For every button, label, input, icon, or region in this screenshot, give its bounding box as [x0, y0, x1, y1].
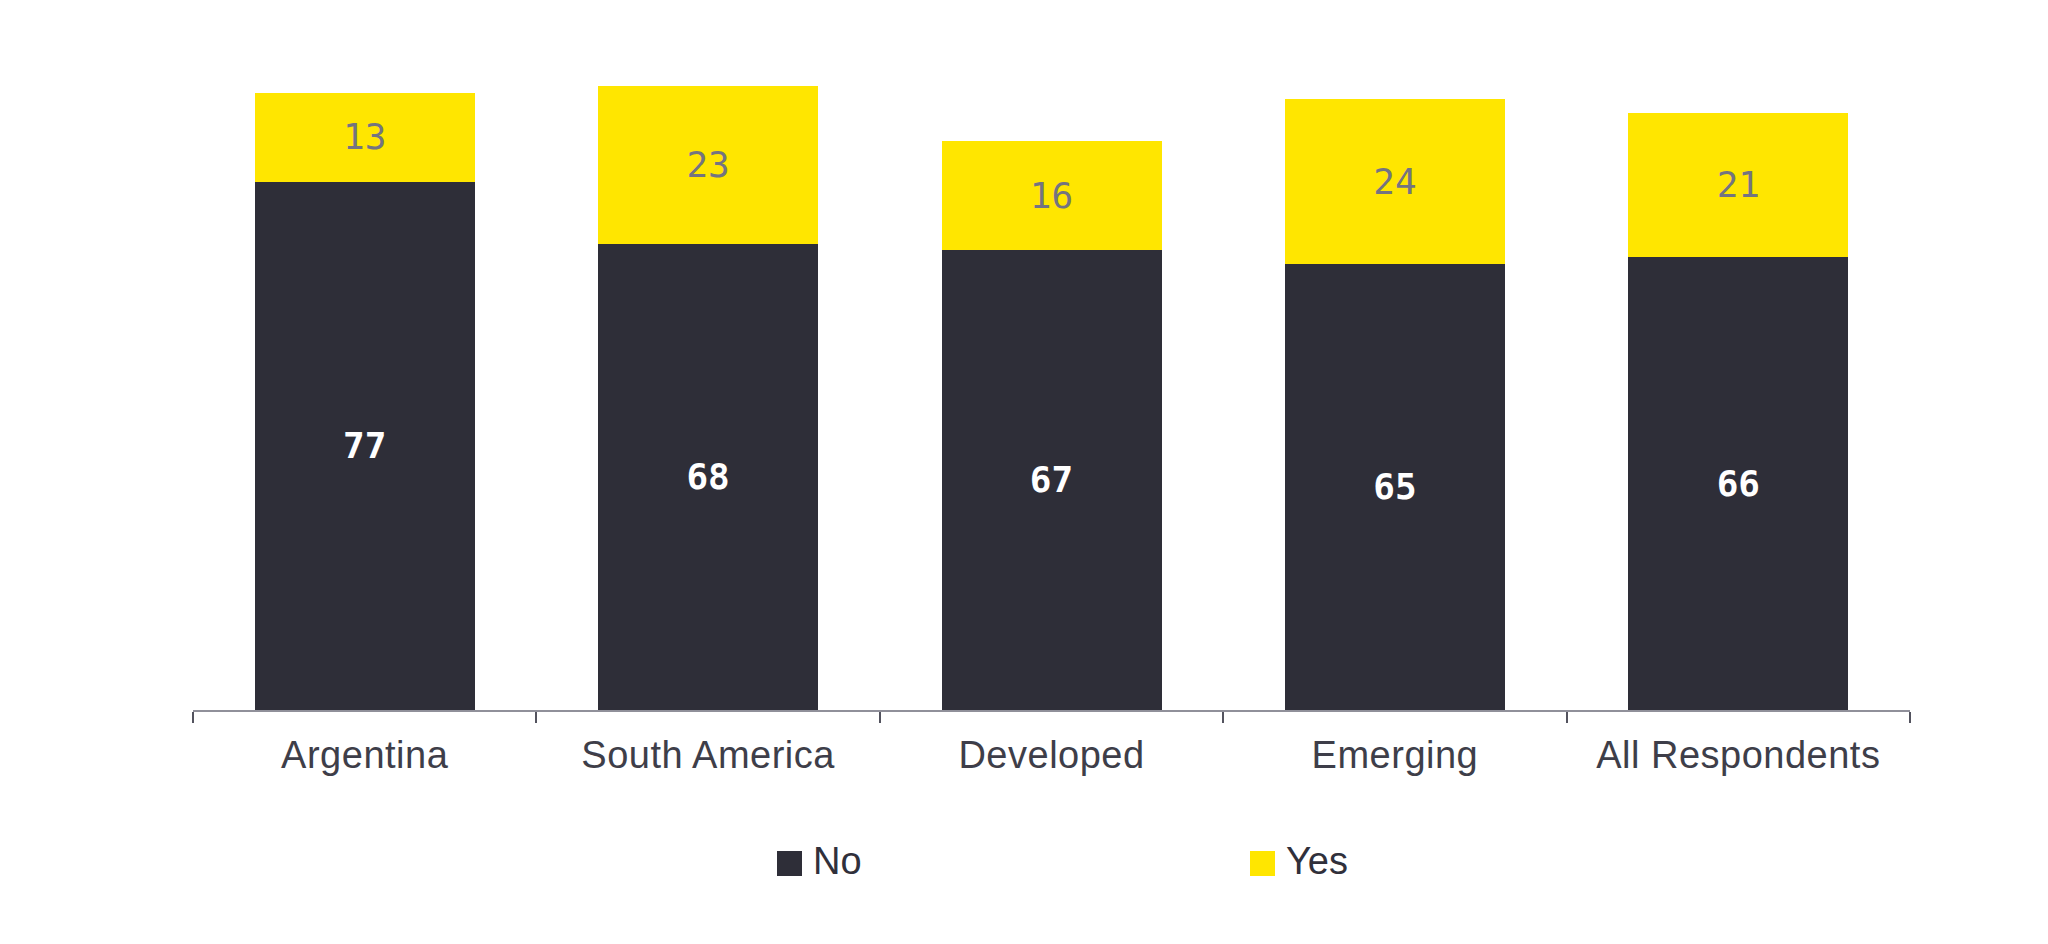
- bar-segment-no-all-respondents: 66: [1628, 257, 1848, 710]
- legend-label-yes: Yes: [1286, 840, 1348, 883]
- bar-all-respondents: 21 66: [1628, 113, 1848, 710]
- value-label-yes-all-respondents: 21: [1717, 167, 1760, 203]
- bar-slot-emerging: 24 65: [1223, 0, 1566, 710]
- bar-slot-argentina: 13 77: [193, 0, 536, 710]
- x-axis-tick: [535, 712, 537, 723]
- plot-area: 13772368166724652166: [193, 0, 1910, 710]
- category-label-developed: Developed: [880, 734, 1223, 777]
- bar-slot-south-america: 23 68: [536, 0, 879, 710]
- category-label-argentina: Argentina: [193, 734, 536, 777]
- legend-swatch-no-icon: [777, 851, 802, 876]
- value-label-yes-developed: 16: [1030, 178, 1073, 214]
- bar-developed: 1667: [942, 141, 1162, 710]
- x-axis-tick: [1909, 712, 1911, 723]
- bar-segment-no-emerging: 65: [1285, 264, 1505, 710]
- bar-segment-no-developed: 67: [942, 250, 1162, 710]
- legend-item-no: No: [777, 840, 862, 883]
- value-label-no-argentina: 77: [343, 428, 386, 464]
- value-label-yes-argentina: 13: [343, 119, 386, 155]
- legend-label-no: No: [813, 840, 862, 883]
- bar-segment-yes-all-respondents: 21: [1628, 113, 1848, 257]
- legend-item-yes: Yes: [1250, 840, 1348, 883]
- bar-segment-yes-emerging: 24: [1285, 99, 1505, 264]
- x-axis-line: [193, 710, 1910, 712]
- bar-segment-yes-argentina: 13: [255, 93, 475, 182]
- bar-slot-developed: 1667: [880, 0, 1223, 710]
- value-label-no-developed: 67: [1030, 462, 1073, 498]
- category-label-all-respondents: All Respondents: [1567, 734, 1910, 777]
- bar-emerging: 24 65: [1285, 99, 1505, 710]
- bar-segment-no-argentina: 77: [255, 182, 475, 710]
- value-label-no-south-america: 68: [686, 459, 729, 495]
- bar-segment-no-south-america: 68: [598, 244, 818, 710]
- category-label-south-america: South America: [536, 734, 879, 777]
- legend-swatch-yes-icon: [1250, 851, 1275, 876]
- x-axis-tick: [879, 712, 881, 723]
- value-label-no-emerging: 65: [1373, 469, 1416, 505]
- x-axis-tick: [1222, 712, 1224, 723]
- bar-argentina: 13 77: [255, 93, 475, 710]
- value-label-yes-south-america: 23: [686, 147, 729, 183]
- bar-south-america: 23 68: [598, 86, 818, 710]
- bar-segment-yes-south-america: 23: [598, 86, 818, 244]
- x-axis-labels: ArgentinaSouth AmericaDevelopedEmergingA…: [193, 734, 1910, 777]
- value-label-yes-emerging: 24: [1373, 164, 1416, 200]
- bar-slot-all-respondents: 21 66: [1567, 0, 1910, 710]
- stacked-bar-chart: 13772368166724652166 ArgentinaSouth Amer…: [0, 0, 2048, 944]
- value-label-no-all-respondents: 66: [1717, 466, 1760, 502]
- category-label-emerging: Emerging: [1223, 734, 1566, 777]
- x-axis-tick: [192, 712, 194, 723]
- bar-segment-yes-developed: 16: [942, 141, 1162, 251]
- x-axis-tick: [1566, 712, 1568, 723]
